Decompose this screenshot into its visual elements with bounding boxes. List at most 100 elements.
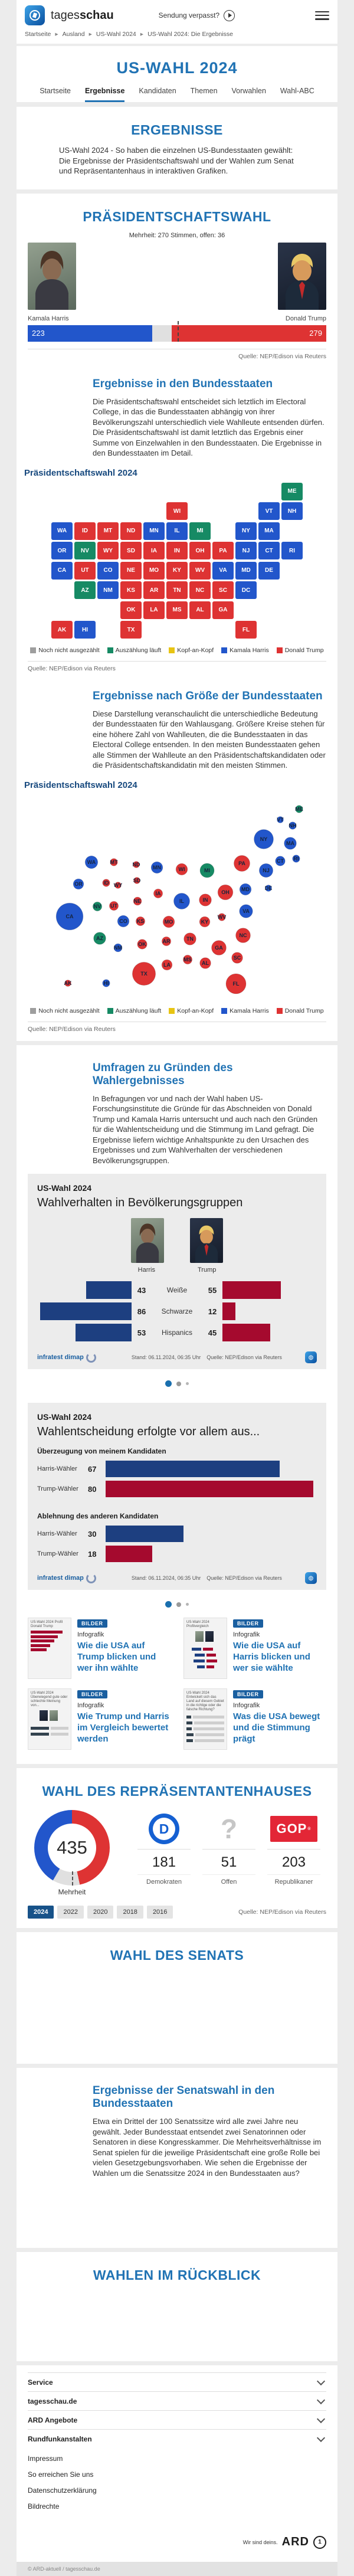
state-tile-WV[interactable]: WV [189,561,211,580]
state-bubble-NM[interactable]: NM [113,943,123,952]
state-bubble-ND[interactable]: ND [133,860,140,868]
state-tile-FL[interactable]: FL [235,621,257,639]
teaser-mood[interactable]: US-Wahl 2024 Entwickelt sich das Land au… [183,1688,326,1750]
state-tile-SD[interactable]: SD [120,542,142,559]
state-tile-DE[interactable]: DE [258,561,280,580]
state-tile-HI[interactable]: HI [74,621,96,639]
tab-vorwahlen[interactable]: Vorwahlen [231,87,266,95]
state-bubble-HI[interactable]: HI [102,978,110,987]
year-button-2020[interactable]: 2020 [87,1906,114,1919]
state-tile-MN[interactable]: MN [143,522,165,540]
footer-link-bildrechte[interactable]: Bildrechte [28,2502,60,2510]
state-bubble-PA[interactable]: PA [234,855,250,872]
footer-accordion-service[interactable]: Service [28,2372,326,2391]
year-button-2016[interactable]: 2016 [146,1906,173,1919]
state-tile-SC[interactable]: SC [212,581,234,599]
state-tile-MT[interactable]: MT [97,522,119,540]
state-tile-PA[interactable]: PA [212,542,234,559]
state-tile-AR[interactable]: AR [143,581,165,599]
footer-link-impressum[interactable]: Impressum [28,2454,63,2463]
state-bubble-AZ[interactable]: AZ [93,931,106,945]
state-bubble-NC[interactable]: NC [235,927,251,943]
state-bubble-AL[interactable]: AL [199,957,211,969]
teaser-comparison[interactable]: US-Wahl 2024 Überwiegend gute oder schle… [28,1688,171,1750]
state-bubble-CA[interactable]: CA [55,902,84,930]
play-icon[interactable] [224,9,235,21]
carousel-dot[interactable] [186,1603,189,1606]
state-bubble-IN[interactable]: IN [199,893,212,906]
tagesschau-wordmark[interactable]: tagesschau [51,9,114,22]
state-tile-NC[interactable]: NC [189,581,211,599]
state-bubble-WV[interactable]: WV [218,912,227,921]
teaser-harris-profile[interactable]: US-Wahl 2024 Profilvergleich BILDER Info… [183,1618,326,1679]
state-tile-MD[interactable]: MD [235,561,257,580]
state-bubble-MD[interactable]: MD [239,883,252,895]
state-bubble-ME[interactable]: ME [295,804,303,813]
state-tile-TX[interactable]: TX [120,621,142,639]
state-bubble-CT[interactable]: CT [275,855,286,866]
tagesschau-icon[interactable]: ◍ [305,1351,317,1363]
footer-accordion-ard-angebote[interactable]: ARD Angebote [28,2410,326,2429]
breadcrumb-startseite[interactable]: Startseite [25,31,51,38]
state-bubble-SD[interactable]: SD [133,876,141,884]
tab-kandidaten[interactable]: Kandidaten [139,87,176,95]
state-bubble-RI[interactable]: RI [292,854,300,863]
state-tile-GA[interactable]: GA [212,601,234,619]
state-bubble-AR[interactable]: AR [161,936,172,946]
state-bubble-WA[interactable]: WA [84,855,99,869]
state-bubble-ID[interactable]: ID [102,878,110,887]
state-tile-WY[interactable]: WY [97,542,119,559]
state-tile-NV[interactable]: NV [74,542,96,559]
state-tile-IA[interactable]: IA [143,542,165,559]
state-bubble-MN[interactable]: MN [150,861,163,873]
state-bubble-LA[interactable]: LA [161,959,173,970]
carousel-dot-active[interactable] [165,1601,172,1608]
state-bubble-NV[interactable]: NV [92,901,103,911]
state-tile-TN[interactable]: TN [166,581,188,599]
carousel-dot[interactable] [186,1382,189,1385]
state-bubble-IL[interactable]: IL [173,892,190,909]
breadcrumb-ausland[interactable]: Ausland [62,31,85,38]
footer-link-datenschutz[interactable]: Datenschutzerklärung [28,2486,97,2495]
state-bubble-OH[interactable]: OH [217,884,234,900]
state-bubble-CO[interactable]: CO [117,915,130,927]
carousel-dot-active[interactable] [165,1380,172,1387]
footer-accordion-tagesschau[interactable]: tagesschau.de [28,2391,326,2410]
state-tile-NJ[interactable]: NJ [235,542,257,559]
state-bubble-IA[interactable]: IA [153,888,163,898]
tab-themen[interactable]: Themen [190,87,218,95]
state-bubble-GA[interactable]: GA [211,940,227,955]
state-tile-CO[interactable]: CO [97,561,119,580]
state-tile-ND[interactable]: ND [120,522,142,540]
state-tile-RI[interactable]: RI [281,542,303,559]
state-tile-UT[interactable]: UT [74,561,96,580]
state-tile-IN[interactable]: IN [166,542,188,559]
state-tile-VA[interactable]: VA [212,561,234,580]
tab-wahl-abc[interactable]: Wahl-ABC [280,87,314,95]
state-bubble-WY[interactable]: WY [114,881,123,889]
year-button-2024[interactable]: 2024 [28,1906,54,1919]
state-tile-ID[interactable]: ID [74,522,96,540]
state-tile-VT[interactable]: VT [258,502,280,520]
state-tile-AZ[interactable]: AZ [74,581,96,599]
state-bubble-NH[interactable]: NH [289,821,297,830]
state-bubble-MT[interactable]: MT [110,857,118,866]
state-bubble-NY[interactable]: NY [254,829,274,849]
tagesschau-icon[interactable]: ◍ [305,1572,317,1584]
state-bubble-UT[interactable]: UT [109,901,119,911]
year-button-2018[interactable]: 2018 [117,1906,143,1919]
state-tile-MA[interactable]: MA [258,522,280,540]
state-bubble-VT[interactable]: VT [277,816,284,823]
state-bubble-OK[interactable]: OK [137,938,148,950]
tab-startseite[interactable]: Startseite [40,87,71,95]
footer-link-kontakt[interactable]: So erreichen Sie uns [28,2470,94,2479]
state-tile-NE[interactable]: NE [120,561,142,580]
state-tile-NY[interactable]: NY [235,522,257,540]
year-button-2022[interactable]: 2022 [57,1906,84,1919]
state-tile-OR[interactable]: OR [51,542,73,559]
state-bubble-KY[interactable]: KY [199,916,211,927]
state-tile-KY[interactable]: KY [166,561,188,580]
state-bubble-MI[interactable]: MI [199,863,215,878]
state-tile-IL[interactable]: IL [166,522,188,540]
state-tile-NM[interactable]: NM [97,581,119,599]
